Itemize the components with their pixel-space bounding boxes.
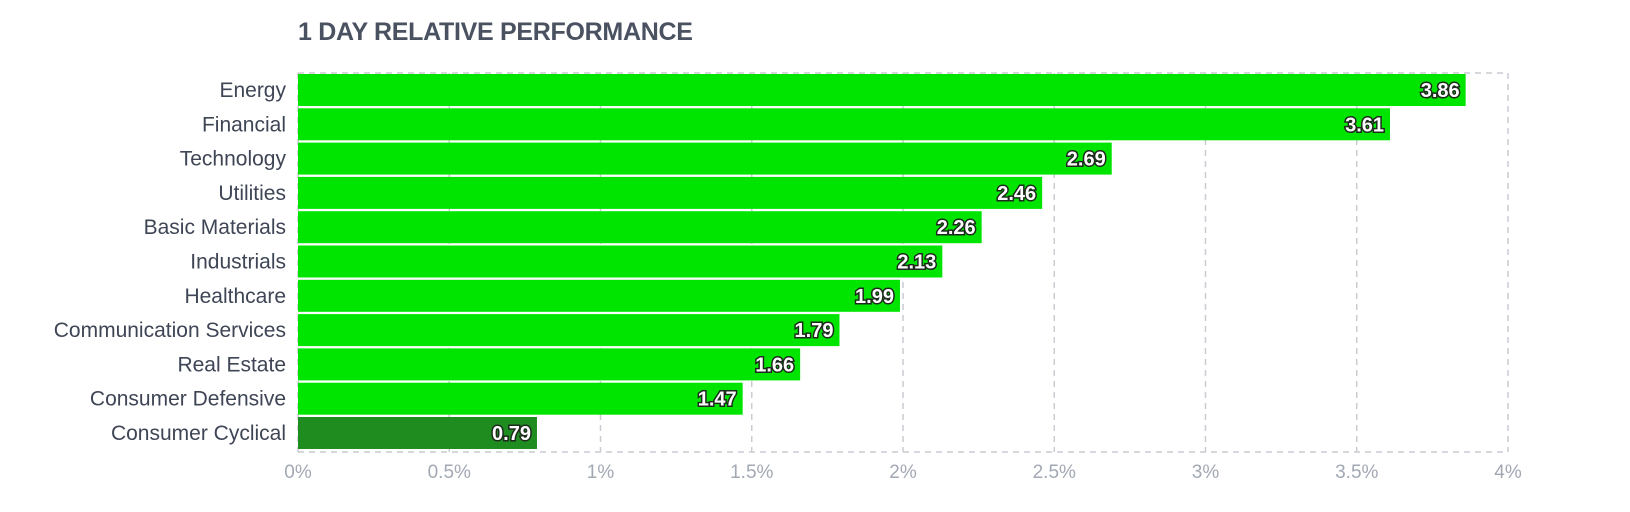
bar	[298, 314, 840, 347]
value-label: 3.61	[1345, 114, 1384, 136]
category-label: Consumer Cyclical	[111, 422, 286, 445]
x-tick-label: 4%	[1494, 462, 1522, 483]
value-label: 1.79	[795, 320, 834, 342]
category-label: Consumer Defensive	[90, 388, 286, 411]
bar	[298, 245, 943, 278]
value-label: 1.66	[755, 354, 794, 376]
bar	[298, 348, 801, 381]
bar	[298, 382, 743, 415]
bar	[298, 279, 900, 312]
chart-title: 1 DAY RELATIVE PERFORMANCE	[298, 18, 693, 46]
category-label: Utilities	[218, 182, 286, 205]
bar	[298, 176, 1043, 209]
category-label: Technology	[180, 148, 287, 171]
value-label: 0.79	[492, 423, 531, 445]
value-label: 2.46	[997, 183, 1036, 205]
value-label: 2.13	[897, 252, 936, 274]
value-label: 2.26	[937, 217, 976, 239]
category-label: Energy	[219, 79, 286, 102]
value-label-layer: 3.86 3.61 2.69 2.46 2.262.131.99 1.791.66 1.47…	[491, 79, 1462, 447]
x-tick-label: 3.5%	[1335, 462, 1378, 483]
category-label: Real Estate	[177, 353, 286, 376]
category-label: Communication Services	[54, 319, 286, 342]
bar	[298, 74, 1466, 106]
x-tick-label: 3%	[1192, 462, 1220, 483]
value-label: 3.86	[1421, 80, 1460, 102]
value-label: 2.69	[1067, 149, 1106, 171]
value-label: 1.47	[698, 389, 737, 411]
x-tick-label: 2%	[889, 462, 917, 483]
x-tick-label: 2.5%	[1033, 462, 1076, 483]
bar	[298, 108, 1391, 141]
bar	[298, 211, 982, 244]
category-label: Basic Materials	[144, 216, 286, 239]
bar-layer	[298, 74, 1466, 449]
category-label: Industrials	[190, 251, 286, 274]
bar	[298, 142, 1112, 175]
x-tick-label: 0.5%	[428, 462, 471, 483]
category-label-layer: Energy Financial Technology Utilities Basic …	[54, 79, 287, 445]
category-label: Healthcare	[184, 285, 286, 308]
x-axis-tick-layer: 0% 0.5% 1% 1.5% 2% 2.5% 3% 3.5% 4%	[284, 462, 1522, 483]
x-tick-label: 1%	[587, 462, 615, 483]
x-tick-label: 0%	[284, 462, 312, 483]
x-tick-label: 1.5%	[730, 462, 773, 483]
category-label: Financial	[202, 113, 286, 136]
bar	[298, 417, 537, 449]
value-label: 1.99	[855, 286, 894, 308]
